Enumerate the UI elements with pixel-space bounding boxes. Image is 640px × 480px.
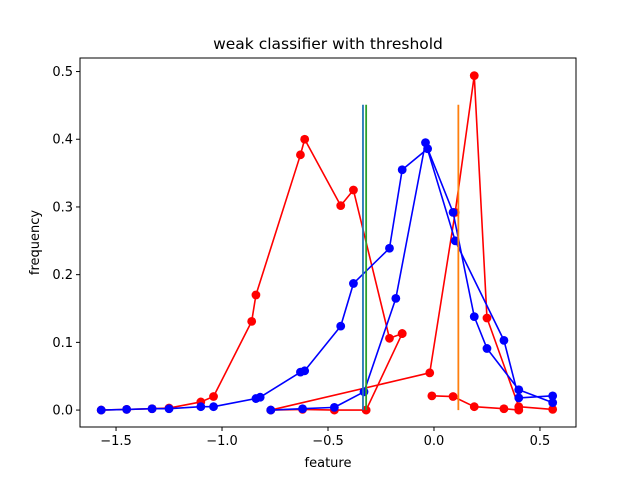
series-1-point: [251, 290, 261, 300]
y-tick-label: 0.5: [52, 65, 73, 80]
y-tick-label: 0.1: [52, 336, 73, 351]
x-tick-label: −1.5: [100, 434, 132, 449]
series-1-point: [209, 392, 218, 401]
series-4-point: [448, 207, 458, 217]
series-4-point: [147, 404, 157, 414]
chart-title: weak classifier with threshold: [213, 35, 443, 53]
series-4-point: [336, 321, 346, 331]
series-4-point: [385, 243, 394, 253]
x-axis-label: feature: [305, 456, 352, 471]
plot-area: −1.5 −1.0 −0.5 0.0 0.5 0.0 0.1 0.2 0.3 0.4 0.5: [52, 57, 577, 449]
series-1-point: [385, 333, 394, 343]
x-tick-label: −0.5: [312, 434, 344, 449]
series-5-point: [421, 138, 430, 148]
x-tick-label: 0.5: [530, 434, 551, 449]
series-5-point: [450, 236, 460, 246]
series-5-point: [329, 402, 339, 412]
series-4-point: [349, 279, 358, 288]
series-1-point: [247, 316, 257, 326]
series-4-point: [96, 405, 106, 415]
series-3-point: [469, 402, 479, 412]
x-tick-label: −1.0: [206, 434, 238, 449]
series-5-point: [514, 393, 524, 403]
series-2-point: [469, 71, 479, 80]
series-2-point: [482, 313, 492, 323]
series-4-point: [548, 398, 558, 408]
series-5-point: [548, 391, 558, 401]
series-3-point: [427, 391, 437, 401]
series-1-point: [349, 185, 358, 195]
series-3-point: [499, 404, 509, 414]
series-2-point: [397, 329, 407, 338]
series-2-point: [548, 405, 558, 414]
y-tick-label: 0.4: [52, 133, 73, 148]
y-axis-label: frequency: [28, 210, 43, 276]
series-line-4: [101, 147, 553, 411]
series-5-point: [499, 335, 509, 345]
series-4-point: [300, 366, 310, 376]
series-1-point: [296, 150, 305, 160]
series-4-point: [196, 402, 206, 412]
series-5-point: [266, 405, 276, 415]
series-5-point: [391, 293, 401, 303]
series-4-point: [397, 165, 407, 175]
series-4-point: [209, 402, 218, 412]
series-4-point: [164, 404, 174, 414]
series-5-point: [359, 387, 369, 397]
y-tick-label: 0.3: [52, 200, 73, 215]
series-3-point: [448, 392, 458, 401]
series-1-point: [336, 201, 346, 211]
series-4-point: [122, 405, 132, 414]
series-4-point: [482, 344, 492, 353]
y-tick-label: 0.2: [52, 268, 73, 283]
series-2-point: [425, 368, 435, 378]
series-4-point: [255, 392, 265, 402]
x-tick-label: 0.0: [424, 434, 445, 449]
series-5-point: [298, 404, 307, 414]
series-1-point: [300, 134, 310, 144]
series-4-point: [469, 312, 479, 322]
series-line-5: [270, 141, 553, 411]
y-tick-label: 0.0: [52, 404, 73, 419]
series-3-point: [514, 405, 524, 415]
